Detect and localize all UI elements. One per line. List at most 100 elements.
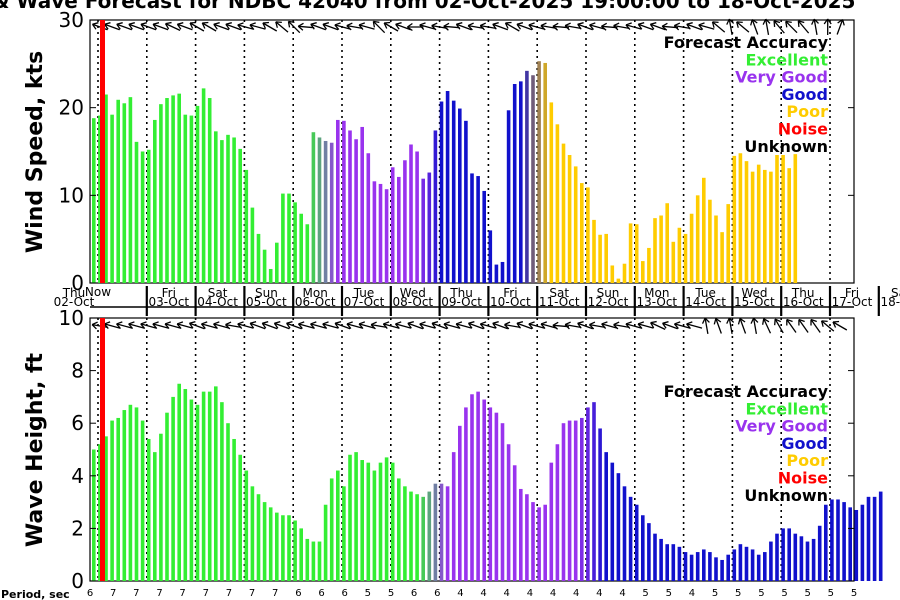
wind-bar xyxy=(134,141,139,283)
wave-bar xyxy=(842,502,846,581)
direction-arrow xyxy=(383,21,399,32)
wind-bar xyxy=(732,155,737,283)
wave-bar xyxy=(866,496,871,581)
direction-arrow xyxy=(564,22,581,31)
direction-arrow xyxy=(516,22,533,31)
direction-arrow xyxy=(774,318,784,334)
wave-bar xyxy=(714,557,718,581)
direction-arrow xyxy=(762,318,772,334)
direction-arrow xyxy=(322,22,339,31)
direction-arrow xyxy=(407,321,424,330)
wave-bar xyxy=(854,509,859,581)
wave-bar xyxy=(378,462,383,581)
wind-bar xyxy=(378,183,383,283)
wind-bar xyxy=(738,153,743,283)
wind-bar xyxy=(506,110,511,283)
wave-bar xyxy=(488,407,493,581)
now-marker: Now xyxy=(85,20,111,581)
wind-bar xyxy=(140,151,145,283)
wind-bar xyxy=(555,124,560,283)
period-value: 6 xyxy=(434,588,440,599)
wind-bar xyxy=(677,227,682,283)
wave-bar xyxy=(799,536,804,581)
legend-entry: Very Good xyxy=(735,417,828,436)
wave-bar xyxy=(878,491,883,581)
wave-bar xyxy=(634,504,639,581)
wind-bar xyxy=(427,172,432,283)
direction-arrow xyxy=(673,22,691,31)
period-value: 4 xyxy=(573,588,579,599)
direction-arrow xyxy=(104,22,120,31)
wind-bar xyxy=(445,91,450,283)
wind-bar xyxy=(116,99,120,283)
wind-bar xyxy=(476,176,480,283)
date-label: 10-Oct xyxy=(490,295,531,309)
wave-bar xyxy=(146,438,151,581)
period-value: 6 xyxy=(318,588,324,599)
wave-bar xyxy=(872,496,877,581)
wind-bar xyxy=(159,104,163,283)
direction-arrow xyxy=(249,321,266,330)
wave-bar xyxy=(598,428,602,581)
direction-arrow xyxy=(200,321,218,330)
direction-arrow xyxy=(577,22,593,31)
direction-arrow xyxy=(334,321,351,330)
wave-tick-label: 4 xyxy=(71,464,84,488)
direction-arrow xyxy=(262,21,278,32)
wave-bar xyxy=(793,533,798,581)
wind-bar xyxy=(354,139,358,283)
direction-arrow xyxy=(431,321,448,330)
date-label: 02-Oct xyxy=(54,295,95,309)
wind-bar xyxy=(708,199,712,283)
wind-bar xyxy=(128,97,133,284)
wind-bar xyxy=(500,261,505,283)
wave-bar xyxy=(458,425,462,581)
wind-bar xyxy=(775,155,779,283)
wave-bar xyxy=(726,554,730,581)
wind-bar xyxy=(104,94,108,284)
direction-arrow xyxy=(750,317,759,334)
wave-bar xyxy=(287,515,291,581)
direction-arrow xyxy=(275,21,289,33)
day-label: Fri xyxy=(845,286,859,300)
direction-arrow xyxy=(564,321,581,330)
wind-bar xyxy=(92,118,96,283)
direction-arrow xyxy=(479,321,496,330)
wind-tick-label: 30 xyxy=(59,8,84,32)
direction-arrow xyxy=(492,321,509,330)
wind-bar xyxy=(702,177,706,283)
direction-arrow xyxy=(762,18,771,35)
wave-bar xyxy=(110,420,114,581)
wave-bar xyxy=(250,486,255,581)
wind-bar xyxy=(171,95,175,283)
wave-bar xyxy=(500,423,505,581)
period-value: 5 xyxy=(828,588,834,599)
direction-arrow xyxy=(798,318,809,333)
day-label: Tue xyxy=(353,286,375,300)
wind-bar xyxy=(433,130,438,283)
wave-bar xyxy=(342,486,346,581)
direction-arrow xyxy=(479,22,497,31)
now-line-wave xyxy=(100,318,105,581)
direction-arrow xyxy=(811,18,819,35)
day-label: Thu xyxy=(62,286,86,300)
wind-bar xyxy=(726,204,730,283)
wind-bar xyxy=(323,140,328,283)
wave-bar xyxy=(665,544,669,581)
wind-bar xyxy=(122,103,127,283)
legend-entry: Poor xyxy=(786,102,828,121)
wind-bar xyxy=(647,247,651,283)
direction-arrow xyxy=(297,321,315,330)
period-value: 5 xyxy=(666,588,672,599)
wind-bar xyxy=(268,268,273,283)
period-row: 6 7 7 7 7 7 7 7 7 6 6 6 5 5 6 6 4 4 4 4 4 4 4 4 5 5 4 5 5 5 5 5 5 5 xyxy=(87,588,857,599)
date-label: 15-Oct xyxy=(734,295,775,309)
wave-bar xyxy=(628,496,633,581)
wave-bar xyxy=(561,423,566,581)
date-label: 07-Oct xyxy=(344,295,385,309)
wave-bar xyxy=(311,541,316,581)
wind-bar xyxy=(244,169,249,283)
direction-arrow xyxy=(832,320,848,331)
wind-bar xyxy=(549,102,554,283)
